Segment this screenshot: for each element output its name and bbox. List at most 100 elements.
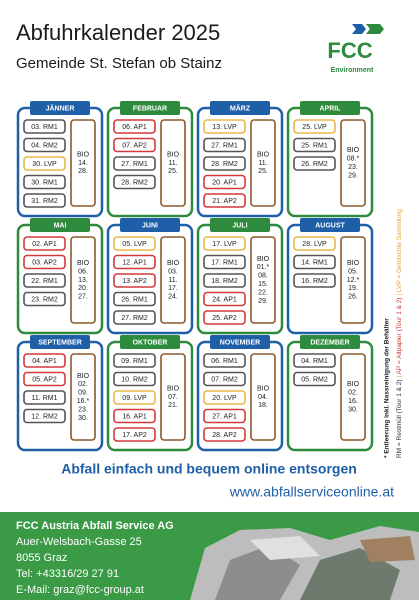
pickup-date: 06. RM1 [211, 358, 238, 365]
bio-date: 12.* [347, 277, 360, 284]
bio-date: 26. [348, 294, 358, 301]
photo-shape [360, 536, 415, 562]
pickup-date: 27. AP1 [212, 413, 237, 420]
bio-date: 25. [258, 168, 268, 175]
month-header [30, 335, 90, 349]
bio-date: 02. [78, 381, 88, 388]
bio-box [160, 236, 186, 324]
pickup-box [203, 119, 246, 134]
bio-label: BIO [347, 147, 360, 154]
pickup-date: 04. AP1 [32, 358, 57, 365]
pickup-box [113, 273, 156, 288]
pickup-date: 04. RM2 [31, 142, 58, 149]
pickup-date: 09. LVP [122, 395, 147, 402]
bio-date: 02. [348, 390, 358, 397]
bio-date: 17. [168, 285, 178, 292]
pickup-box [23, 408, 66, 424]
pickup-box [203, 137, 246, 153]
online-url: www.abfallserviceonline.at [229, 484, 394, 500]
logo-arrow [352, 24, 366, 34]
pickup-box [293, 137, 336, 153]
pickup-date: 28. LVP [302, 241, 327, 248]
pickup-box [293, 156, 336, 171]
bio-date: 30. [348, 406, 358, 413]
pickup-date: 30. LVP [32, 161, 57, 168]
month-name: OKTOBER [133, 339, 168, 346]
bio-box [340, 236, 366, 324]
pickup-box [113, 174, 156, 190]
month-header [30, 218, 90, 232]
pickup-date: 22. RM1 [31, 278, 58, 285]
pickup-box [113, 137, 156, 153]
month-name: SEPTEMBER [38, 339, 82, 346]
legend: RM = Restmüll (Tour 1 & 2) | AP = Altpap… [396, 209, 403, 458]
footer-phone: Tel: +43316/29 27 91 [16, 568, 119, 580]
pickup-box [113, 371, 156, 387]
bio-date: 29. [258, 298, 268, 305]
month-header [300, 218, 360, 232]
subtitle: Gemeinde St. Stefan ob Stainz [16, 55, 222, 72]
month-header [210, 218, 270, 232]
pickup-box [113, 156, 156, 171]
pickup-date: 12. RM2 [31, 413, 58, 420]
month-header [120, 218, 180, 232]
pickup-box [23, 371, 66, 387]
title: Abfuhrkalender 2025 [16, 20, 220, 45]
pickup-date: 25. AP2 [212, 315, 237, 322]
pickup-box [203, 236, 246, 251]
month-header [120, 335, 180, 349]
pickup-box [203, 254, 246, 270]
bio-date: 09. [78, 390, 88, 397]
pickup-date: 20. AP1 [212, 179, 237, 186]
footer-photo [190, 526, 419, 600]
pickup-date: 28. RM2 [121, 179, 148, 186]
pickup-box [23, 156, 66, 171]
bio-box [160, 353, 186, 441]
pickup-date: 07. AP2 [122, 142, 147, 149]
pickup-date: 21. AP2 [212, 198, 237, 205]
pickup-box [293, 236, 336, 251]
pickup-box [203, 273, 246, 288]
month-name: DEZEMBER [310, 339, 349, 346]
pickup-box [203, 353, 246, 368]
logo-subtext: Environment [331, 67, 374, 74]
pickup-box [113, 254, 156, 270]
pickup-date: 25. LVP [302, 124, 327, 131]
pickup-box [203, 408, 246, 424]
logo-text: FCC [327, 38, 372, 63]
bio-date: 22. [258, 289, 268, 296]
month-name: JUNI [142, 222, 158, 229]
bio-date: 08.* [347, 156, 360, 163]
pickup-date: 20. LVP [212, 395, 237, 402]
legend-ap: AP = Altpapier (Tour 1 & 2) [396, 297, 403, 374]
bio-label: BIO [167, 260, 180, 267]
pickup-box [203, 193, 246, 208]
pickup-box [203, 310, 246, 325]
pickup-date: 23. RM2 [31, 296, 58, 303]
pickup-box [203, 371, 246, 387]
footer-company: FCC Austria Abfall Service AG [16, 520, 174, 532]
bio-date: 04. [258, 394, 268, 401]
pickup-box [23, 254, 66, 270]
pickup-date: 13. LVP [212, 124, 237, 131]
bio-label: BIO [77, 151, 90, 158]
pickup-date: 16. RM2 [301, 278, 328, 285]
pickup-box [113, 291, 156, 307]
bio-date: 20. [78, 285, 88, 292]
bio-date: 14. [78, 160, 88, 167]
pickup-box [23, 174, 66, 190]
online-slogan: Abfall einfach und bequem online entsorg… [61, 461, 357, 477]
bio-label: BIO [167, 151, 180, 158]
pickup-box [23, 119, 66, 134]
pickup-date: 24. AP1 [212, 296, 237, 303]
bio-label: BIO [347, 381, 360, 388]
bio-box [160, 119, 186, 207]
bio-date: 29. [348, 172, 358, 179]
pickup-box [203, 156, 246, 171]
pickup-box [293, 371, 336, 387]
pickup-date: 06. AP1 [122, 124, 147, 131]
bio-label: BIO [77, 260, 90, 267]
month-name: NOVEMBER [220, 339, 260, 346]
bio-label: BIO [257, 256, 270, 263]
